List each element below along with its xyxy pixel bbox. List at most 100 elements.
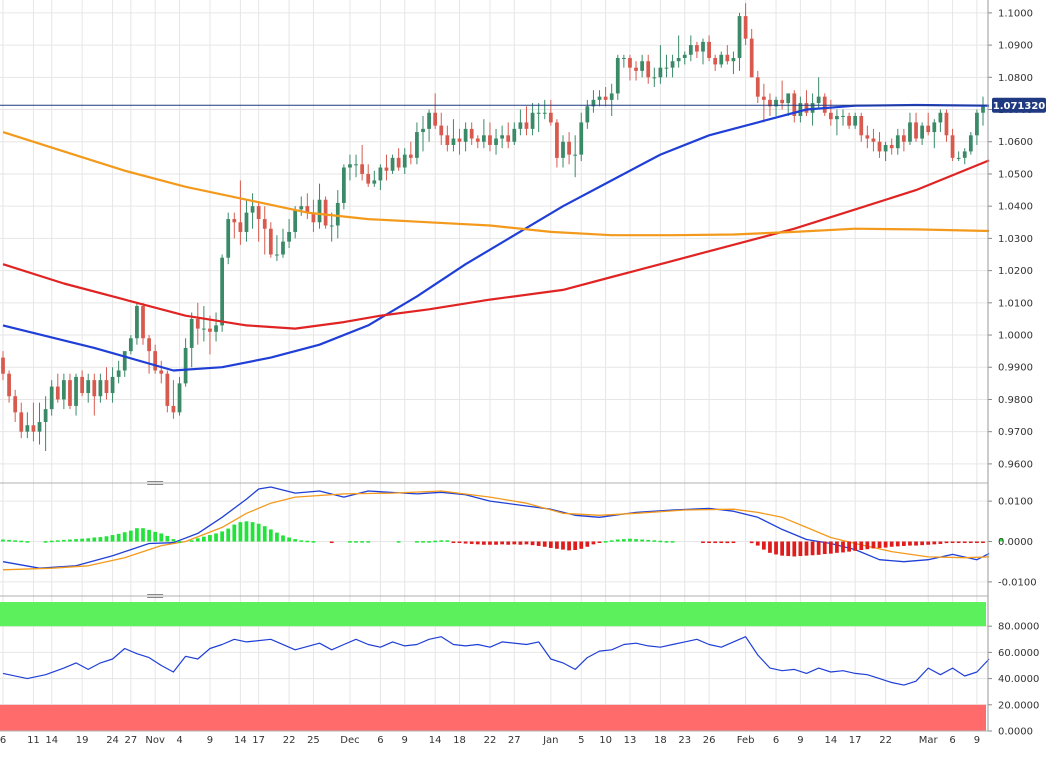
macd-histogram-bar [804,541,809,556]
y-tick-label: 1.0100 [998,298,1033,309]
x-tick-label: 9 [797,735,803,746]
macd-histogram-bar [774,541,778,555]
candle-body [305,206,310,213]
candle-body [920,125,925,139]
candle-body [652,77,657,79]
candle-body [98,380,103,397]
x-tick-label: 13 [624,735,637,746]
macd-histogram-bar [975,541,979,544]
candle-body [621,57,626,59]
candle-body [469,128,474,139]
macd-histogram-bar [926,541,931,545]
candle-body [682,54,687,58]
candle-body [104,380,109,394]
candle-body [341,167,346,203]
candle-body [737,16,742,58]
candle-body [141,306,145,339]
candle-body [518,122,523,129]
macd-histogram-bar [536,541,541,546]
macd-histogram-bar [810,541,815,556]
x-tick-label: Mar [919,735,939,746]
macd-histogram-bar [433,540,438,543]
macd-histogram-bar [201,536,206,542]
macd-histogram-bar [561,541,565,550]
candle-body [865,135,870,139]
candle-body [372,180,377,184]
candle-body [281,241,285,255]
macd-histogram-bar [250,522,255,542]
candle-body [950,135,955,158]
candle-body [889,144,894,149]
candle-body [500,135,505,139]
macd-histogram-bar [293,539,298,542]
x-tick-label: 10 [599,735,612,746]
candle-body [360,164,365,174]
macd-histogram-bar [68,539,72,542]
macd-histogram-bar [652,540,657,542]
x-tick-label: 6 [773,735,779,746]
macd-histogram-bar [19,540,24,543]
candle-body [786,93,791,104]
candle-body [208,328,212,332]
y-tick-label: 1.0900 [998,41,1033,52]
candle-body [43,409,48,423]
macd-histogram-bar [171,539,176,542]
candle-body [171,405,176,413]
macd-histogram-bar [615,539,620,542]
candle-body [323,199,328,226]
candle-body [603,96,608,100]
macd-histogram-bar [640,539,645,542]
rsi-zones [0,602,986,731]
candle-body [761,96,766,100]
candle-body [725,54,730,62]
macd-histogram-bar [226,528,231,542]
macd-histogram-bar [828,541,833,554]
candle-body [536,112,541,114]
x-tick-label: Feb [737,735,755,746]
x-tick-label: 5 [578,735,584,746]
candle-body [165,373,170,406]
x-tick-label: 22 [484,735,497,746]
macd-histogram-bar [116,533,121,542]
candle-body [189,318,194,348]
candle-body [609,93,614,100]
macd-histogram-bar [421,541,425,543]
y-tick-label: 1.0400 [998,202,1033,213]
candle-body [871,138,876,142]
macd-histogram-bar [889,541,894,547]
macd-histogram-bar [859,541,864,550]
candle-body [378,167,383,181]
macd-histogram-bar [275,532,279,542]
macd-histogram-bar [208,535,212,542]
macd-histogram-bar [287,537,291,542]
x-tick-label: 4 [176,735,182,746]
macd-histogram-bar [7,539,11,542]
candle-body [975,112,979,136]
x-tick-label: 22 [283,735,296,746]
candle-body [421,128,425,133]
macd-histogram-bar [950,541,955,544]
macd-histogram-bar [25,541,30,543]
macd-histogram-bar [110,535,115,542]
macd-histogram-bar [49,540,54,543]
macd-histogram-bar [165,535,170,542]
macd-histogram-bar [360,541,365,543]
macd-histogram-bar [956,541,961,544]
y-tick-label: 20.0000 [998,700,1039,711]
candle-body [981,105,985,113]
candle-body [49,386,54,410]
macd-histogram-bar [548,541,553,548]
candle-body [774,99,778,107]
candle-body [743,16,748,39]
price-tag: 1.071320 [992,97,1046,113]
macd-histogram-bar [707,541,711,544]
candle-body [530,112,535,129]
candle-body [573,154,578,156]
macd-histogram-bar [348,541,352,543]
candle-body [135,306,139,339]
macd-histogram-bar [719,541,724,544]
macd-histogram-bar [439,540,444,542]
macd-histogram-bar [469,541,474,544]
price-ma-red-line [2,159,990,330]
